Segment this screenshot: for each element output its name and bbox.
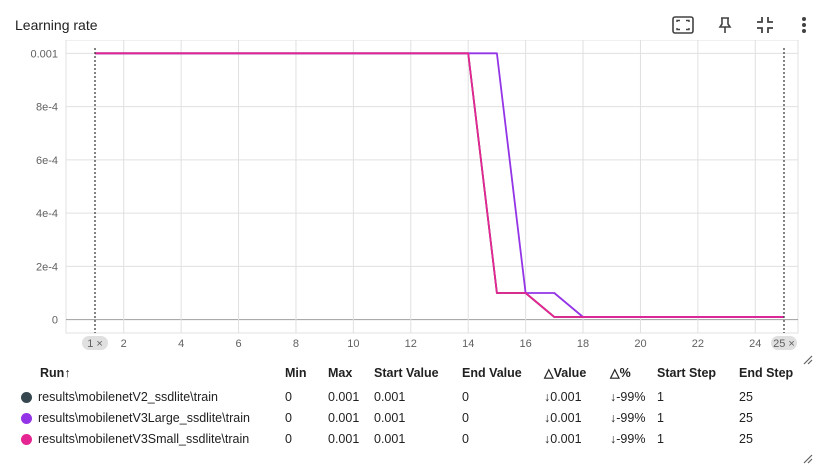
run-color-dot-icon [21,392,32,403]
x-tick-label: 14 [462,338,474,350]
range-marker-chip: 1 × [82,336,108,350]
x-tick-label: 16 [520,338,532,350]
table-resize-handle-icon[interactable] [803,451,813,464]
col-start-step-header[interactable]: Start Step [657,366,717,380]
cell-start-step: 1 [657,432,664,446]
cell-start-value: 0.001 [374,432,406,446]
x-tick-label: 4 [178,338,184,350]
chart-title: Learning rate [15,17,98,33]
cell-delta-value: ↓0.001 [544,432,582,446]
y-tick-label: 8e-4 [36,102,58,114]
table-row[interactable]: results\mobilenetV3Large_ssdlite\train 0 0… [0,407,827,429]
run-color-dot-icon [21,413,32,424]
y-tick-label: 6e-4 [36,155,58,167]
cell-delta-pct: ↓-99% [610,390,646,404]
x-tick-label: 8 [293,338,299,350]
y-tick-label: 0.001 [30,48,58,60]
cell-min: 0 [285,390,292,404]
series-line [95,52,784,318]
fit-screen-icon[interactable] [672,14,694,36]
y-axis: 0 2e-4 4e-4 6e-4 8e-4 0.001 [30,48,58,326]
col-delta-value-header[interactable]: △Value [544,366,587,380]
line-chart[interactable]: 02e-44e-46e-48e-40.001 2 4 6 8 10 12 14 16 18 20 2… [0,40,827,360]
cell-max: 0.001 [328,411,360,425]
x-tick-label: 2 [121,338,127,350]
chart-grid [65,40,799,334]
x-tick-label: 20 [634,338,646,350]
col-max-header[interactable]: Max [328,366,353,380]
run-color-dot-icon [21,434,32,445]
more-vert-icon[interactable] [793,14,815,36]
y-tick-label: 4e-4 [36,208,58,220]
cell-start-value: 0.001 [374,411,406,425]
range-marker-label: 1 × [87,338,103,350]
plot-frame [65,40,799,334]
run-name: results\mobilenetV3Small_ssdlite\train [38,432,250,446]
col-min-header[interactable]: Min [285,366,307,380]
x-tick-label: 6 [235,338,241,350]
y-tick-label: 0 [52,315,58,327]
series-line [95,52,784,318]
range-marker-label: 25 × [773,338,795,350]
cell-max: 0.001 [328,390,360,404]
col-delta-pct-header[interactable]: △% [610,366,631,380]
x-tick-label: 12 [405,338,417,350]
cell-max: 0.001 [328,432,360,446]
table-row[interactable]: results\mobilenetV2_ssdlite\train 0 0.001 0… [0,386,827,408]
cell-delta-value: ↓0.001 [544,411,582,425]
cell-delta-pct: ↓-99% [610,432,646,446]
x-tick-label: 22 [692,338,704,350]
sort-arrow-icon: ↑ [64,366,71,380]
collapse-icon[interactable] [754,14,776,36]
cell-min: 0 [285,411,292,425]
cell-end-value: 0 [462,411,469,425]
table-header-row: Run↑ Min Max Start Value End Value △Valu… [0,362,827,384]
col-run-header[interactable]: Run↑ [40,366,71,380]
series-line [95,52,784,318]
cell-end-value: 0 [462,432,469,446]
cell-delta-value: ↓0.001 [544,390,582,404]
cell-start-step: 1 [657,411,664,425]
cell-end-value: 0 [462,390,469,404]
col-end-value-header[interactable]: End Value [462,366,522,380]
x-axis: 2 4 6 8 10 12 14 16 18 20 22 24 [121,338,762,350]
cell-end-step: 25 [739,411,753,425]
cell-start-step: 1 [657,390,664,404]
pin-icon[interactable] [714,14,736,36]
range-marker-chip: 25 × [771,336,797,350]
x-tick-label: 10 [347,338,359,350]
cell-min: 0 [285,432,292,446]
table-row[interactable]: results\mobilenetV3Small_ssdlite\train 0 0… [0,428,827,450]
run-name: results\mobilenetV2_ssdlite\train [38,390,218,404]
run-name: results\mobilenetV3Large_ssdlite\train [38,411,250,425]
cell-start-value: 0.001 [374,390,406,404]
range-markers: 1 × 25 × [82,48,797,350]
cell-end-step: 25 [739,390,753,404]
col-start-value-header[interactable]: Start Value [374,366,439,380]
series-lines [95,52,784,318]
chart-resize-handle-icon[interactable] [803,352,813,365]
x-tick-label: 18 [577,338,589,350]
x-tick-label: 24 [749,338,761,350]
cell-end-step: 25 [739,432,753,446]
cell-delta-pct: ↓-99% [610,411,646,425]
card-header: Learning rate [0,0,827,50]
col-end-step-header[interactable]: End Step [739,366,794,380]
y-tick-label: 2e-4 [36,261,58,273]
